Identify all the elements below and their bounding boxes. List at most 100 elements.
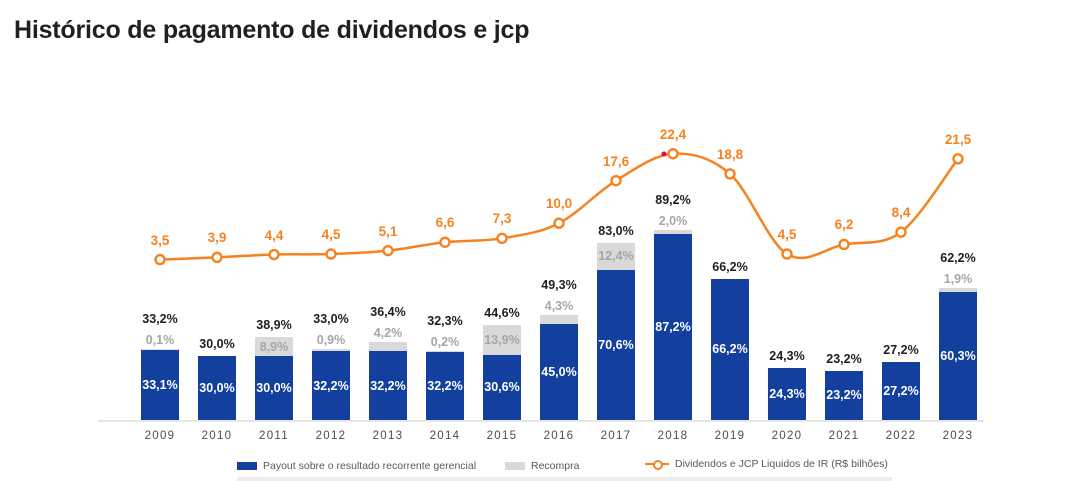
- bar-payout-2011: [255, 356, 293, 420]
- line-marker-2021: [838, 238, 850, 251]
- recompra-legend-label: Recompra: [531, 460, 580, 472]
- dividends-line-legend-swatch: [645, 459, 669, 470]
- label-recompra-2017: 12,4%: [598, 249, 634, 264]
- label-payout-2019: 66,2%: [712, 342, 748, 357]
- label-total-2022: 27,2%: [883, 343, 919, 358]
- line-marker-2011: [268, 248, 280, 261]
- bar-recompra-2018: [654, 230, 692, 235]
- line-marker-2020: [781, 248, 793, 260]
- label-recompra-2015: 13,9%: [484, 333, 520, 348]
- legend-item-payout: Payout sobre o resultado recorrente gere…: [237, 459, 476, 473]
- label-payout-2016: 45,0%: [541, 365, 577, 380]
- x-tick-2021: 2021: [828, 430, 860, 442]
- label-recompra-2018: 2,0%: [658, 214, 688, 228]
- label-total-2012: 33,0%: [313, 312, 349, 327]
- line-marker-2023: [952, 153, 964, 165]
- label-payout-2022: 27,2%: [883, 384, 919, 399]
- legend-item-recompra: Recompra: [505, 459, 579, 473]
- bar-payout-2014: [426, 351, 464, 420]
- bar-payout-2018: [654, 234, 692, 420]
- payout-legend-label: Payout sobre o resultado recorrente gere…: [263, 460, 477, 472]
- line-label-2022: 8,4: [891, 205, 911, 221]
- x-tick-2019: 2019: [714, 430, 746, 442]
- label-recompra-2013: 4,2%: [373, 326, 403, 341]
- label-total-2015: 44,6%: [484, 306, 520, 321]
- label-total-2018: 89,2%: [655, 193, 691, 207]
- bar-payout-2017: [597, 269, 635, 420]
- line-marker-2012: [325, 248, 337, 260]
- x-tick-2017: 2017: [600, 430, 632, 442]
- x-tick-2023: 2023: [942, 430, 974, 442]
- line-marker-2013: [382, 244, 394, 257]
- line-label-2014: 6,6: [435, 215, 455, 231]
- line-label-2013: 5,1: [378, 223, 398, 239]
- bar-payout-2012: [312, 351, 350, 420]
- bar-payout-2016: [540, 324, 578, 420]
- bar-recompra-2023: [939, 287, 977, 292]
- x-tick-2020: 2020: [771, 430, 803, 442]
- bar-payout-2009: [141, 349, 179, 420]
- bar-payout-2019: [711, 278, 749, 420]
- label-payout-2017: 70,6%: [598, 337, 634, 352]
- x-tick-2022: 2022: [885, 430, 917, 442]
- bar-recompra-2015: [483, 325, 521, 355]
- label-payout-2014: 32,2%: [427, 378, 463, 393]
- label-payout-2021: 23,2%: [826, 388, 862, 403]
- label-total-2019: 66,2%: [712, 259, 748, 274]
- page-title: Histórico de pagamento de dividendos e j…: [14, 16, 530, 44]
- line-label-2010: 3,9: [207, 230, 227, 246]
- line-marker-2019: [724, 168, 736, 180]
- bar-payout-2010: [198, 356, 236, 420]
- line-label-2019: 18,8: [716, 146, 744, 162]
- label-payout-2023: 60,3%: [940, 348, 976, 363]
- line-label-2011: 4,4: [264, 227, 284, 243]
- label-total-2013: 36,4%: [370, 305, 406, 320]
- legend-circle-marker-icon: [653, 460, 663, 470]
- label-payout-2010: 30,0%: [199, 381, 235, 396]
- x-tick-2011: 2011: [259, 430, 289, 442]
- bar-payout-2021: [825, 370, 863, 420]
- bar-recompra-2017: [597, 243, 635, 270]
- red-dot-artifact-1: [661, 151, 667, 157]
- x-tick-2015: 2015: [486, 430, 518, 442]
- line-label-2016: 10,0: [545, 196, 573, 212]
- label-total-2014: 32,3%: [427, 313, 463, 328]
- label-total-2009: 33,2%: [142, 312, 178, 327]
- line-marker-2017: [610, 174, 622, 187]
- label-recompra-2014: 0,2%: [430, 334, 460, 349]
- label-payout-2018: 87,2%: [655, 320, 691, 335]
- label-total-2020: 24,3%: [769, 349, 805, 364]
- label-total-2023: 62,2%: [940, 250, 976, 265]
- bottom-divider: [237, 477, 892, 481]
- bar-recompra-2011: [255, 337, 293, 357]
- bar-payout-2020: [768, 368, 806, 420]
- x-axis-line: [98, 420, 984, 422]
- label-payout-2020: 24,3%: [769, 387, 805, 402]
- label-recompra-2011: 8,9%: [259, 339, 289, 354]
- line-marker-2018: [667, 148, 679, 160]
- bar-recompra-2012: [312, 349, 350, 352]
- label-payout-2011: 30,0%: [256, 381, 292, 396]
- payout-legend-swatch: [237, 462, 257, 470]
- label-payout-2015: 30,6%: [484, 380, 520, 395]
- bar-payout-2022: [882, 362, 920, 420]
- x-tick-2014: 2014: [429, 430, 461, 442]
- line-label-2015: 7,3: [492, 211, 512, 227]
- line-marker-2014: [439, 236, 451, 248]
- line-marker-2010: [211, 251, 223, 264]
- line-label-2021: 6,2: [834, 217, 854, 233]
- bar-payout-2013: [369, 351, 407, 420]
- bar-recompra-2016: [540, 314, 578, 325]
- line-marker-2022: [895, 226, 907, 238]
- label-total-2016: 49,3%: [541, 277, 577, 292]
- label-recompra-2009: 0,1%: [145, 333, 175, 348]
- line-label-2009: 3,5: [150, 232, 170, 248]
- dividends-legend-label: Dividendos e JCP Liquidos de IR (R$ bilh…: [675, 458, 888, 470]
- recompra-legend-swatch: [505, 462, 525, 470]
- bar-recompra-2013: [369, 342, 407, 352]
- label-payout-2009: 33,1%: [142, 377, 178, 392]
- line-label-2017: 17,6: [602, 153, 630, 169]
- line-marker-2009: [154, 253, 166, 266]
